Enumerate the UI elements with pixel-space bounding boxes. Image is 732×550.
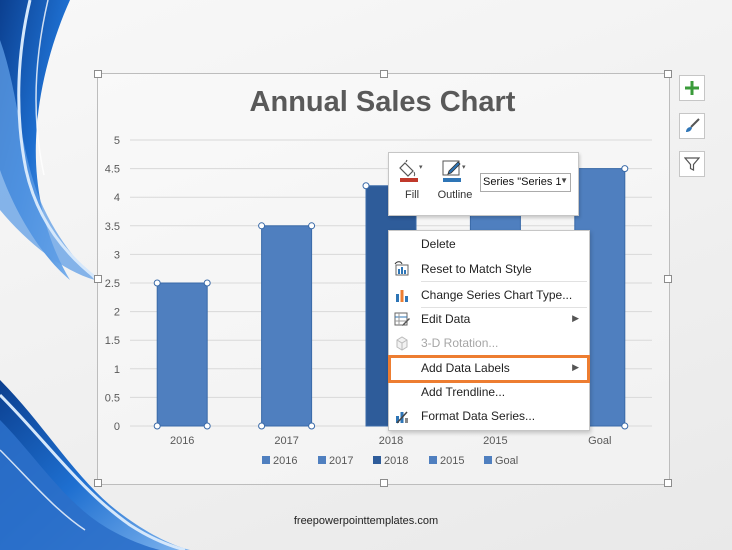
selection-handle <box>203 279 211 287</box>
plus-icon <box>685 81 699 95</box>
x-tick-label: 2017 <box>274 435 298 447</box>
legend-label: 2016 <box>273 455 297 467</box>
outline-button[interactable]: ▾ Outline <box>433 159 477 201</box>
resize-handle[interactable] <box>380 70 388 78</box>
funnel-icon <box>684 157 700 171</box>
y-tick-label: 3.5 <box>105 221 120 233</box>
selection-handle <box>258 222 266 230</box>
menu-separator <box>421 281 587 282</box>
menu-item-label: Change Series Chart Type... <box>421 288 573 302</box>
selection-handle <box>621 165 629 173</box>
menu-item-3d-rotation: 3-D Rotation... <box>389 331 589 354</box>
legend-label: 2018 <box>384 455 408 467</box>
pen-outline-icon: ▾ <box>442 160 466 182</box>
y-tick-label: 4.5 <box>105 164 120 176</box>
menu-item-label: 3-D Rotation... <box>421 336 499 350</box>
bar[interactable] <box>156 282 208 427</box>
x-tick-label: 2016 <box>170 435 194 447</box>
resize-handle[interactable] <box>94 479 102 487</box>
selection-handle <box>153 279 161 287</box>
x-tick-label: 2015 <box>483 435 507 447</box>
selection-handle <box>308 422 316 430</box>
edit-data-icon <box>394 312 410 326</box>
resize-handle[interactable] <box>94 275 102 283</box>
selection-handle <box>621 422 629 430</box>
fill-button[interactable]: ▾ Fill <box>393 159 431 201</box>
outline-color-swatch <box>443 178 461 182</box>
rotation-icon <box>396 336 408 351</box>
y-tick-label: 1 <box>114 364 120 376</box>
fill-color-swatch <box>400 178 418 182</box>
legend-label: Goal <box>495 455 518 467</box>
selection-handle <box>258 422 266 430</box>
resize-handle[interactable] <box>664 275 672 283</box>
chart-styles-button[interactable] <box>679 113 705 139</box>
y-tick-label: 5 <box>114 135 120 147</box>
legend-swatch <box>429 456 437 464</box>
legend-swatch <box>484 456 492 464</box>
legend-swatch <box>318 456 326 464</box>
bar[interactable] <box>261 225 313 427</box>
mini-format-toolbar: ▾ Fill ▾ Outline Series "Series 1 ▼ <box>388 152 579 216</box>
selection-handle <box>153 422 161 430</box>
chart-filters-button[interactable] <box>679 151 705 177</box>
fill-label: Fill <box>404 189 420 201</box>
y-tick-label: 2 <box>114 307 120 319</box>
menu-item-label: Add Data Labels <box>421 361 510 375</box>
menu-separator <box>421 307 587 308</box>
svg-text:▾: ▾ <box>419 163 423 171</box>
menu-item-format-data-series[interactable]: Format Data Series... <box>389 404 589 427</box>
menu-item-label: Edit Data <box>421 312 471 326</box>
chart-type-icon <box>396 290 408 302</box>
paint-bucket-icon: ▾ <box>399 159 423 182</box>
menu-item-change-series-chart-type[interactable]: Change Series Chart Type... <box>389 283 589 306</box>
series-selector-dropdown[interactable]: Series "Series 1 ▼ <box>480 173 571 192</box>
outline-label: Outline <box>437 189 473 201</box>
menu-item-label: Format Data Series... <box>421 409 536 423</box>
legend-label: 2017 <box>329 455 353 467</box>
series-selector-value: Series "Series 1 <box>483 176 562 188</box>
resize-handle[interactable] <box>664 479 672 487</box>
menu-item-label: Add Trendline... <box>421 385 506 399</box>
submenu-arrow-icon: ▶ <box>572 362 579 372</box>
y-tick-label: 0.5 <box>105 392 120 404</box>
context-menu: Delete Reset to Match Style Change Serie… <box>388 230 590 431</box>
highlight-box <box>388 355 590 383</box>
menu-item-reset-to-match-style[interactable]: Reset to Match Style <box>389 257 589 280</box>
menu-item-label: Delete <box>421 237 456 251</box>
x-tick-label: Goal <box>588 435 611 447</box>
format-series-icon <box>396 411 408 424</box>
y-tick-label: 2.5 <box>105 278 120 290</box>
y-tick-label: 1.5 <box>105 335 120 347</box>
resize-handle[interactable] <box>380 479 388 487</box>
resize-handle[interactable] <box>664 70 672 78</box>
submenu-arrow-icon: ▶ <box>572 313 579 323</box>
y-tick-label: 4 <box>114 192 120 204</box>
chevron-down-icon: ▼ <box>560 176 568 185</box>
brush-icon <box>686 118 700 132</box>
legend-label: 2015 <box>440 455 464 467</box>
footer-text: freepowerpointtemplates.com <box>293 515 439 527</box>
reset-style-icon <box>394 261 409 276</box>
menu-item-delete[interactable]: Delete <box>389 232 589 255</box>
legend-swatch <box>262 456 270 464</box>
svg-text:▾: ▾ <box>462 163 466 171</box>
menu-item-label: Reset to Match Style <box>421 262 532 276</box>
selection-handle <box>362 182 370 190</box>
y-tick-label: 3 <box>114 249 120 261</box>
x-tick-label: 2018 <box>379 435 403 447</box>
menu-item-edit-data[interactable]: Edit Data ▶ <box>389 307 589 330</box>
menu-item-add-data-labels[interactable]: Add Data Labels ▶ <box>389 356 589 379</box>
legend-swatch <box>373 456 381 464</box>
resize-handle[interactable] <box>94 70 102 78</box>
chart-title[interactable]: Annual Sales Chart <box>249 86 516 118</box>
y-tick-label: 0 <box>114 421 120 433</box>
menu-item-add-trendline[interactable]: Add Trendline... <box>389 380 589 403</box>
chart-elements-button[interactable] <box>679 75 705 101</box>
selection-handle <box>203 422 211 430</box>
selection-handle <box>308 222 316 230</box>
